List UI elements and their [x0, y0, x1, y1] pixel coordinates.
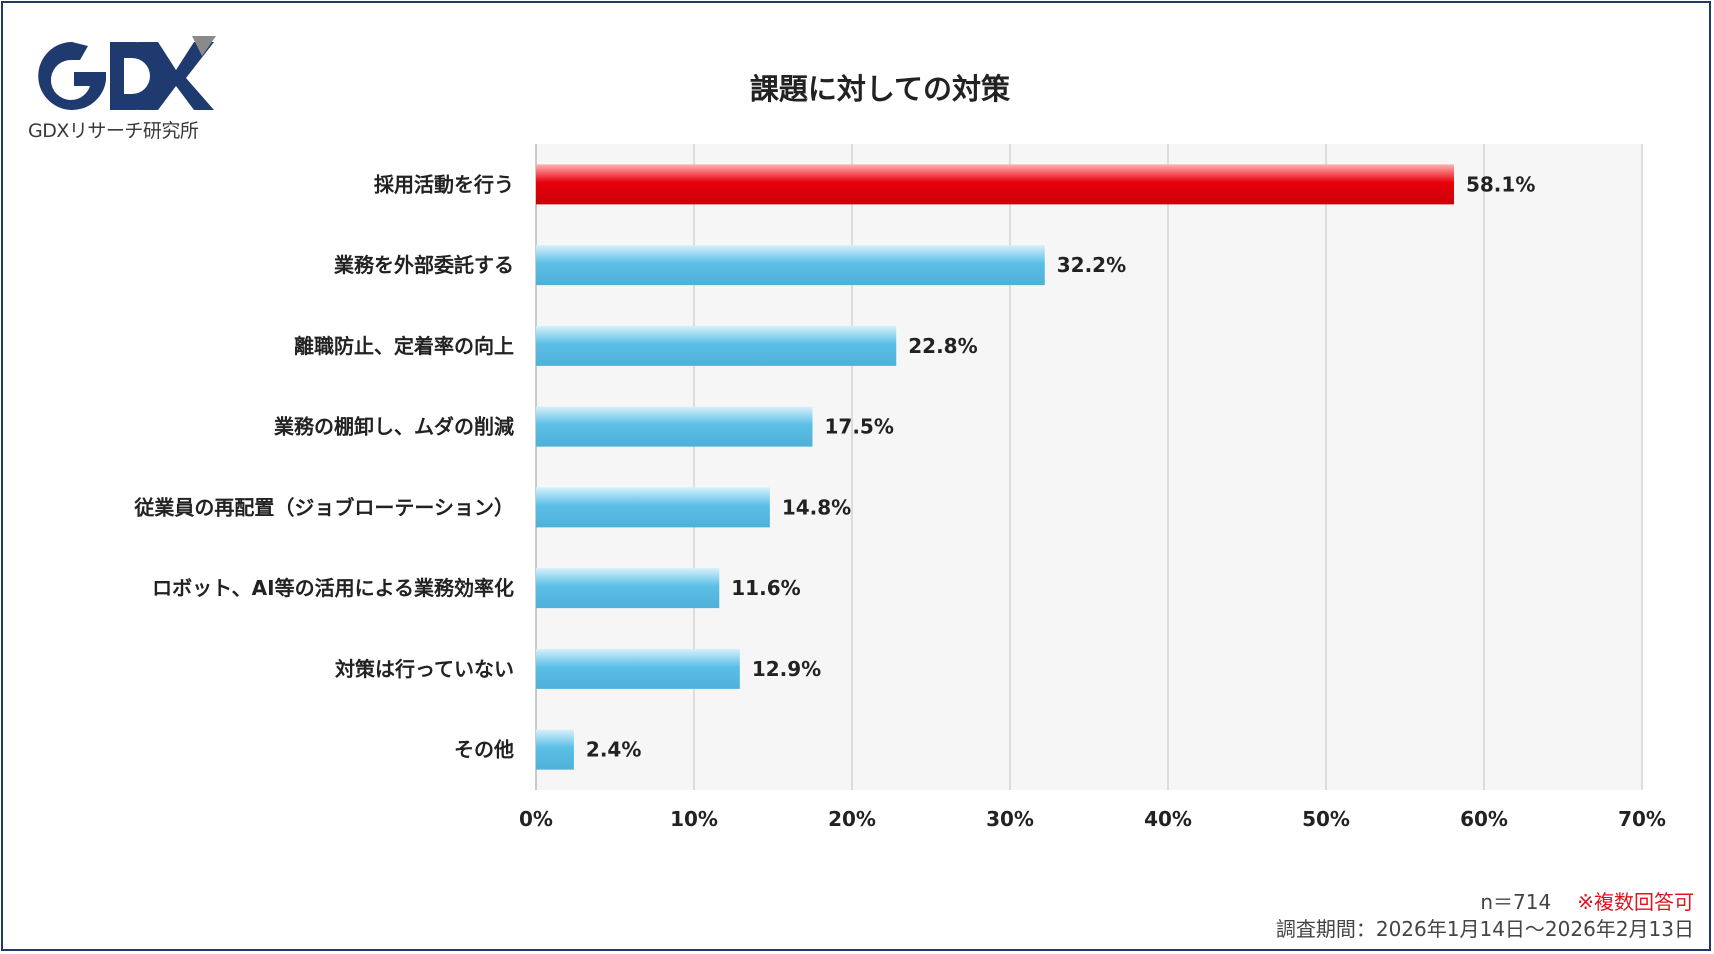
logo-accent-shape — [192, 36, 216, 56]
gdx-logo — [38, 36, 216, 110]
data-label: 12.9% — [752, 657, 821, 681]
plot-area — [536, 144, 1642, 790]
multiple-answer-note: ※複数回答可 — [1577, 890, 1694, 914]
data-label: 14.8% — [782, 495, 851, 519]
data-label: 32.2% — [1057, 253, 1126, 277]
data-label: 58.1% — [1466, 172, 1535, 196]
x-tick-label: 50% — [1302, 807, 1350, 831]
sample-size: n＝714 — [1480, 890, 1552, 914]
data-label: 11.6% — [731, 576, 800, 600]
category-label: 対策は行っていない — [334, 657, 514, 681]
x-tick-label: 10% — [670, 807, 718, 831]
x-tick-label: 70% — [1618, 807, 1666, 831]
logo-x-shape — [138, 42, 214, 110]
logo-g-shape — [38, 42, 106, 110]
bar — [536, 487, 770, 528]
bar — [536, 406, 813, 447]
bar — [536, 729, 574, 770]
x-tick-label: 20% — [828, 807, 876, 831]
category-label: 業務の棚卸し、ムダの削減 — [274, 415, 514, 439]
bar — [536, 568, 720, 609]
bar — [536, 648, 740, 689]
bar — [536, 164, 1454, 205]
bar — [536, 245, 1045, 286]
sample-size-line: n＝714 ※複数回答可 — [1480, 886, 1694, 915]
x-tick-label: 0% — [519, 807, 553, 831]
category-label: 従業員の再配置（ジョブローテーション） — [133, 495, 514, 519]
x-tick-label: 40% — [1144, 807, 1192, 831]
bar — [536, 325, 897, 366]
category-label: 採用活動を行う — [374, 172, 514, 196]
category-label: その他 — [454, 738, 514, 762]
data-label: 22.8% — [908, 334, 977, 358]
x-tick-label: 30% — [986, 807, 1034, 831]
survey-period: 調査期間：2026年1月14日〜2026年2月13日 — [1275, 917, 1694, 941]
logo-caption: GDXリサーチ研究所 — [28, 120, 199, 142]
category-label: 離職防止、定着率の向上 — [294, 334, 514, 358]
data-label: 17.5% — [825, 415, 894, 439]
chart-title: 課題に対しての対策 — [749, 72, 1011, 106]
category-label: ロボット、AI等の活用による業務効率化 — [152, 576, 514, 600]
data-label: 2.4% — [586, 738, 641, 762]
x-tick-label: 60% — [1460, 807, 1508, 831]
category-label: 業務を外部委託する — [334, 253, 514, 277]
